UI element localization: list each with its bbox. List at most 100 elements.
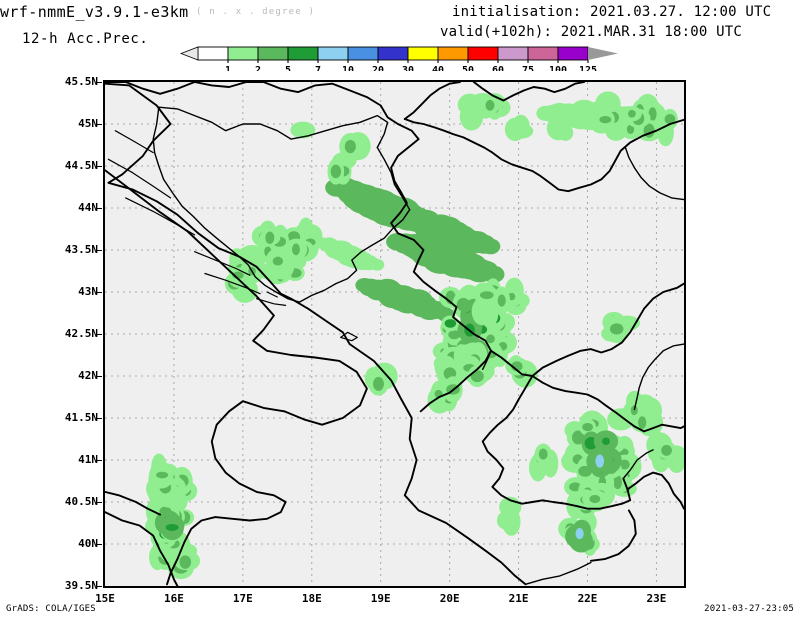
colorbar-level-label: 75 — [522, 65, 534, 71]
precip-cell-core — [272, 256, 284, 266]
river-danube-romania — [624, 146, 684, 201]
precip-cell-core — [638, 416, 647, 429]
border-bulgaria-interior — [633, 343, 684, 411]
precip-cell-core — [599, 116, 612, 124]
colorbar-svg: 1 2 5 7 10 20 30 40 50 60 75 100 125 — [180, 46, 618, 71]
precip-cell-core — [373, 376, 384, 391]
precip-contour-blob — [369, 258, 385, 271]
y-axis-tick-label: 41N — [78, 453, 98, 466]
y-axis-tick-mark — [97, 124, 102, 125]
y-axis-tick-mark — [97, 460, 102, 461]
precip-cell-core — [165, 524, 179, 531]
colorbar-level-label: 5 — [285, 65, 291, 71]
colorbar-level-label: 1 — [225, 65, 231, 71]
colorbar-swatch — [227, 46, 259, 61]
precip-cell-core — [466, 99, 474, 110]
precip-cell-core — [485, 99, 495, 111]
precip-contour-blob — [483, 265, 505, 283]
precip-cell-core — [470, 370, 484, 383]
border-greece-interior-south — [524, 561, 592, 585]
precip-cell-core — [559, 126, 572, 140]
precip-cell-core — [609, 323, 624, 335]
y-axis-tick-mark — [97, 334, 102, 335]
colorbar-level-label: 60 — [492, 65, 504, 71]
map-plot-area — [103, 80, 686, 588]
model-title: wrf-nmmE_v3.9.1-e3km — [0, 3, 189, 21]
x-axis-tick-label: 22E — [577, 592, 598, 605]
precip-cell-core — [595, 454, 605, 468]
island-chain-kvarner — [107, 158, 172, 199]
colorbar-tick-labels: 1 2 5 7 10 20 30 40 50 60 75 100 125 — [225, 60, 597, 71]
precip-cell-core — [619, 459, 630, 470]
render-timestamp: 2021-03-27-23:05 — [704, 604, 794, 614]
precip-cell-core — [330, 164, 342, 179]
colorbar-swatch — [557, 46, 589, 61]
coastlines-and-borders — [105, 82, 684, 586]
colorbar-level-label: 50 — [462, 65, 474, 71]
precip-cell-core — [630, 405, 638, 416]
colorbar-legend: 1 2 5 7 10 20 30 40 50 60 75 100 125 — [180, 45, 620, 71]
precip-cell-core — [589, 494, 601, 504]
y-axis-tick-label: 40.5N — [64, 495, 98, 508]
precip-cell-core — [479, 291, 494, 300]
y-axis-tick-label: 44N — [78, 201, 98, 214]
precip-cell-core — [613, 475, 622, 490]
x-axis-tick-label: 20E — [439, 592, 460, 605]
coastline-italy-east-upper — [105, 169, 368, 426]
border-croatia-bosnia-serbia-montenegro — [262, 82, 492, 352]
precip-cell-core — [292, 243, 300, 256]
colorbar-swatch — [497, 46, 529, 61]
y-axis-tick-label: 43N — [78, 285, 98, 298]
precip-cell-core — [179, 555, 192, 569]
coastline-italy-tyrrhenian — [105, 511, 179, 586]
border-serbia-romania-danube — [403, 118, 684, 193]
precip-cell-core — [486, 334, 495, 344]
border-bosnia-north — [158, 106, 389, 149]
precip-cell-core — [506, 503, 515, 511]
precip-cell-core — [648, 107, 657, 121]
y-axis-tick-mark — [97, 502, 102, 503]
border-macedonia-greece — [481, 375, 632, 510]
x-axis-tick-label: 18E — [301, 592, 322, 605]
coastline-thessaly — [589, 509, 637, 562]
precip-cell-core — [538, 448, 548, 460]
colorbar-level-label: 20 — [372, 65, 384, 71]
colorbar-arrows — [180, 46, 618, 61]
y-axis-tick-mark — [97, 544, 102, 545]
colorbar-under-arrow — [180, 46, 199, 61]
island-krk — [114, 130, 154, 154]
island-chain-hvar — [194, 251, 251, 276]
border-slovenia-croatia-hungary — [105, 82, 265, 95]
colorbar-swatch — [317, 46, 349, 61]
x-axis-tick-label: 17E — [232, 592, 253, 605]
y-axis-tick-label: 44.5N — [64, 159, 98, 172]
colorbar-swatch — [257, 46, 289, 61]
colorbar-level-label: 7 — [315, 65, 321, 71]
x-axis-tick-label: 19E — [370, 592, 391, 605]
precip-cell-core — [571, 430, 585, 445]
border-serbia-bulgaria — [490, 282, 684, 377]
precip-cell-core — [575, 527, 584, 540]
border-serbia-hungary — [403, 82, 461, 120]
y-axis-tick-mark — [97, 250, 102, 251]
border-bosnia-south — [152, 106, 411, 303]
coastline-italy-puglia-taranto — [166, 400, 287, 586]
colorbar-swatch — [197, 46, 229, 61]
peninsula-peljesac — [256, 298, 287, 306]
y-axis-tick-mark — [97, 208, 102, 209]
y-axis-tick-label: 42N — [78, 369, 98, 382]
x-axis-tick-label: 15E — [95, 592, 115, 605]
precip-contour-blob — [480, 238, 501, 255]
colorbar-swatch — [347, 46, 379, 61]
model-title-faded-subtext: ( n . x . degree ) — [196, 7, 316, 17]
x-axis-tick-label: 23E — [646, 592, 667, 605]
colorbar-level-label: 100 — [549, 65, 567, 71]
variable-title: 12-h Acc.Prec. — [22, 31, 149, 47]
inlet-neretva — [266, 291, 278, 298]
y-axis-tick-label: 42.5N — [64, 327, 98, 340]
valid-time: valid(+102h): 2021.MAR.31 18:00 UTC — [440, 24, 743, 40]
island-chain-kornati — [125, 197, 196, 236]
precip-cell-core — [265, 231, 275, 244]
border-hungary-romania — [472, 82, 586, 102]
colorbar-level-label: 2 — [255, 65, 261, 71]
